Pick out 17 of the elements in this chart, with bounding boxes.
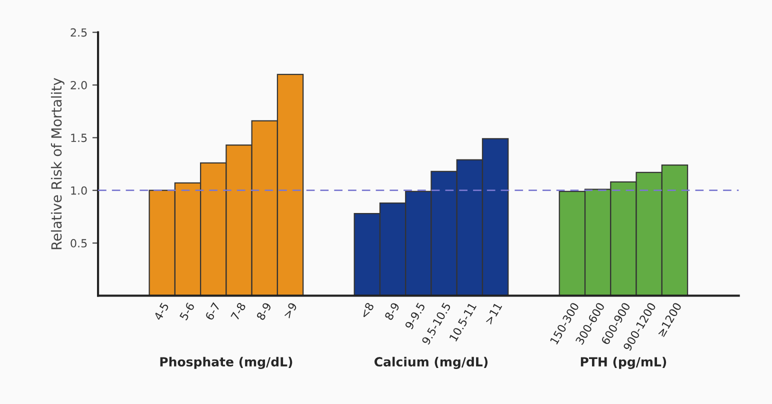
text: Calcium (mg/dL) <box>374 356 488 370</box>
y-tick-label: 1.0 <box>71 186 87 195</box>
x-tick-label: 5-6 <box>179 302 195 321</box>
x-tick-label: 8-9 <box>256 302 272 321</box>
x-tick-label: 6-7 <box>204 302 220 321</box>
x-tick-label: 7-8 <box>230 302 246 321</box>
x-tick-label: 4-5 <box>154 302 170 321</box>
x-tick-label: >9 <box>282 302 298 319</box>
y-tick-label: 2.5 <box>70 28 87 37</box>
text: Phosphate (mg/dL) <box>160 356 292 370</box>
y-tick-label: 1.5 <box>71 134 87 142</box>
y-tick-label: 0.5 <box>70 239 87 248</box>
x-tick-label: <8 <box>360 302 374 319</box>
text: PTH (pg/mL) <box>580 356 666 370</box>
x-tick-label: 8-9 <box>384 302 400 321</box>
y-axis-title: Relative Risk of Mortality <box>50 78 64 250</box>
y-tick-label: 2.0 <box>70 80 87 90</box>
